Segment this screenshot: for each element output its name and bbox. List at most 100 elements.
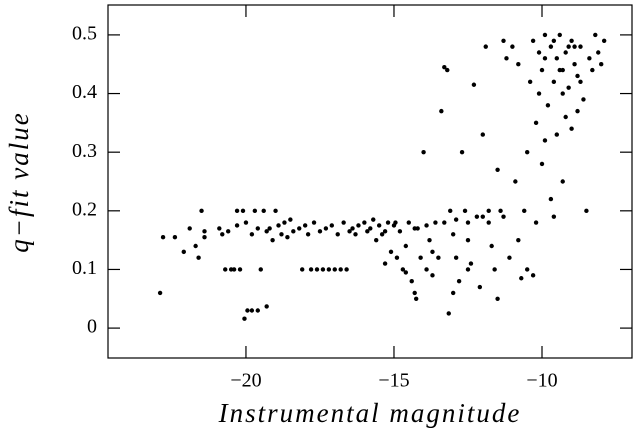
point bbox=[220, 232, 225, 237]
point bbox=[332, 267, 337, 272]
point bbox=[513, 179, 518, 184]
point bbox=[501, 214, 506, 219]
point bbox=[181, 249, 186, 255]
point bbox=[584, 208, 589, 214]
point bbox=[409, 278, 414, 284]
point bbox=[453, 217, 459, 222]
point bbox=[590, 67, 595, 73]
point bbox=[575, 108, 580, 114]
point bbox=[510, 44, 515, 49]
point bbox=[258, 267, 263, 272]
point bbox=[578, 44, 583, 49]
point bbox=[542, 56, 548, 61]
point bbox=[516, 237, 521, 243]
point bbox=[347, 229, 352, 234]
point bbox=[566, 44, 571, 49]
point bbox=[282, 220, 287, 225]
point bbox=[412, 290, 417, 296]
point bbox=[486, 208, 491, 214]
point bbox=[536, 91, 542, 96]
point bbox=[456, 278, 462, 284]
point bbox=[495, 167, 500, 172]
point bbox=[587, 56, 592, 61]
point bbox=[255, 308, 260, 313]
point bbox=[519, 276, 524, 281]
point bbox=[374, 237, 379, 243]
point bbox=[356, 223, 361, 228]
point bbox=[483, 44, 488, 49]
y-axis-title: q−fit value bbox=[4, 111, 34, 252]
point bbox=[542, 138, 548, 143]
point bbox=[202, 235, 207, 240]
point bbox=[320, 267, 326, 272]
point bbox=[350, 226, 355, 231]
point bbox=[439, 108, 444, 114]
point bbox=[382, 261, 388, 266]
point bbox=[578, 79, 583, 85]
point bbox=[403, 243, 409, 249]
point bbox=[199, 208, 204, 214]
point bbox=[421, 149, 426, 155]
point bbox=[234, 208, 240, 214]
point bbox=[450, 290, 456, 296]
point bbox=[530, 38, 536, 43]
x-tick-label: −20 bbox=[230, 370, 261, 392]
point bbox=[569, 38, 574, 43]
point bbox=[446, 311, 451, 316]
point bbox=[196, 255, 201, 260]
point bbox=[448, 208, 453, 214]
point bbox=[445, 67, 450, 73]
point bbox=[376, 223, 382, 228]
y-tick-label: 0.5 bbox=[72, 22, 97, 44]
point bbox=[234, 223, 240, 228]
point bbox=[507, 255, 512, 260]
point bbox=[273, 208, 278, 214]
point bbox=[465, 267, 471, 272]
point bbox=[566, 85, 571, 90]
point bbox=[527, 79, 533, 85]
x-tick-label: −10 bbox=[526, 370, 557, 392]
point bbox=[468, 261, 474, 266]
point bbox=[267, 226, 272, 231]
point bbox=[480, 214, 485, 219]
point bbox=[255, 226, 260, 231]
point bbox=[302, 223, 308, 228]
point bbox=[371, 217, 376, 222]
point bbox=[554, 132, 560, 137]
point bbox=[326, 267, 332, 272]
point bbox=[261, 208, 266, 214]
point bbox=[157, 290, 163, 296]
point bbox=[365, 229, 370, 234]
point bbox=[308, 267, 314, 272]
point bbox=[581, 97, 586, 102]
point bbox=[522, 208, 527, 214]
point bbox=[480, 132, 485, 137]
point bbox=[225, 229, 231, 234]
point bbox=[539, 67, 545, 73]
point bbox=[575, 73, 580, 79]
point bbox=[563, 114, 568, 120]
point bbox=[362, 220, 367, 225]
point bbox=[557, 32, 562, 38]
point bbox=[542, 32, 548, 38]
point bbox=[486, 220, 491, 225]
point bbox=[504, 56, 509, 61]
point bbox=[341, 220, 346, 225]
point bbox=[285, 235, 290, 240]
point bbox=[430, 273, 435, 278]
point bbox=[217, 226, 222, 231]
y-tick-label: 0.2 bbox=[72, 198, 97, 220]
point bbox=[471, 82, 477, 87]
point bbox=[450, 232, 456, 237]
point bbox=[403, 270, 409, 275]
point bbox=[397, 229, 403, 234]
point bbox=[353, 232, 358, 237]
point bbox=[323, 226, 329, 231]
point bbox=[560, 179, 565, 184]
point bbox=[172, 235, 178, 240]
point bbox=[551, 38, 557, 43]
point bbox=[539, 161, 545, 167]
point bbox=[231, 267, 237, 272]
point bbox=[424, 267, 429, 272]
point bbox=[418, 255, 423, 260]
